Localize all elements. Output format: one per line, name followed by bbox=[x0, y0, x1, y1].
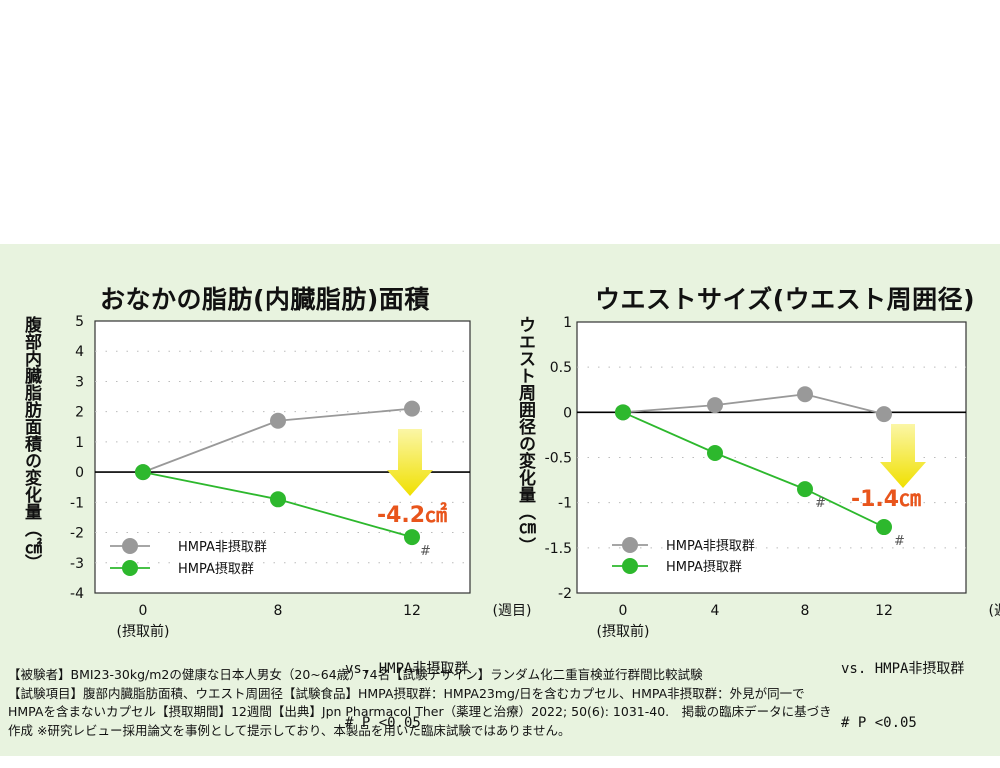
data-point bbox=[270, 491, 286, 508]
y-tick-label: -1 bbox=[558, 496, 572, 512]
y-tick-label: -1.5 bbox=[545, 541, 572, 557]
data-point bbox=[404, 400, 420, 417]
down-arrow-icon bbox=[880, 424, 926, 488]
x-tick-label: 0 bbox=[619, 603, 628, 619]
change-label: -4.2㎠ bbox=[377, 502, 447, 528]
sig-line1: vs. HMPA非摂取群 bbox=[841, 661, 965, 677]
legend-marker bbox=[122, 538, 138, 554]
chart1-ylabel: 腹部内臓脂肪面積の変化量（㎠） bbox=[21, 316, 41, 571]
significance-note-right: vs. HMPA非摂取群 # P <0.05 bbox=[841, 624, 964, 768]
down-arrow-icon bbox=[387, 429, 433, 496]
legend-marker bbox=[622, 537, 638, 553]
x-axis-label: (週目) bbox=[989, 603, 1000, 619]
legend-label: HMPA非摂取群 bbox=[666, 538, 755, 554]
chart1: 5 4 3 2 1 0 -1 -2 -3 -4 0 8 12 (摂取前) (週目) # HMPA非摂取群 HMPA… bbox=[70, 314, 531, 640]
footnote-line: 【被験者】BMI23-30kg/m2の健康な日本人男女（20~64歳）74名【試… bbox=[8, 667, 703, 682]
y-tick-label: 3 bbox=[75, 374, 84, 390]
y-tick-label: 4 bbox=[75, 344, 84, 360]
y-tick-label: -2 bbox=[558, 586, 572, 602]
x-axis-label: (週目) bbox=[493, 603, 532, 619]
data-point bbox=[707, 397, 723, 414]
x-tick-label: 4 bbox=[711, 603, 720, 619]
content-panel: おなかの脂肪(内臓脂肪)面積 腹部内臓脂肪面積の変化量（㎠） ウエストサイズ(ウ… bbox=[0, 244, 1000, 756]
significance-mark: # bbox=[815, 496, 826, 511]
sig-line2: # P <0.05 bbox=[841, 715, 917, 731]
legend-label: HMPA非摂取群 bbox=[178, 539, 267, 555]
y-tick-label: 1 bbox=[563, 315, 572, 331]
sig-line1: vs. HMPA非摂取群 bbox=[345, 661, 469, 677]
y-tick-label: 2 bbox=[75, 405, 84, 421]
data-point bbox=[404, 529, 420, 546]
data-point bbox=[270, 412, 286, 429]
footnote-line: HMPAを含まないカプセル【摂取期間】12週間【出典】Jpn Pharmacol… bbox=[8, 704, 832, 719]
sig-line2: # P <0.05 bbox=[345, 715, 421, 731]
footnote-line: 【試験項目】腹部内臓脂肪面積、ウエスト周囲径【試験食品】HMPA摂取群：HMPA… bbox=[8, 685, 805, 701]
change-label: -1.4㎝ bbox=[851, 487, 921, 512]
significance-mark: # bbox=[894, 534, 905, 549]
data-point bbox=[615, 404, 631, 421]
significance-mark: # bbox=[420, 544, 431, 559]
x-sub-label: (摂取前) bbox=[117, 623, 170, 640]
y-tick-label: -2 bbox=[70, 526, 84, 542]
legend-label: HMPA摂取群 bbox=[666, 559, 742, 575]
x-tick-label: 8 bbox=[801, 603, 810, 619]
x-sub-label: (摂取前) bbox=[597, 623, 650, 640]
series-line bbox=[622, 411, 885, 528]
y-tick-label: 1 bbox=[75, 435, 84, 451]
data-point bbox=[876, 519, 892, 536]
series-line bbox=[622, 393, 885, 416]
x-tick-label: 0 bbox=[139, 603, 148, 619]
data-point bbox=[876, 406, 892, 423]
chart2-ylabel: ウエスト周囲径の変化量（㎝） bbox=[515, 316, 535, 554]
legend-marker bbox=[122, 560, 138, 576]
x-tick-label: 8 bbox=[274, 603, 283, 619]
legend-marker bbox=[622, 558, 638, 574]
chart1-title: おなかの脂肪(内臓脂肪)面積 bbox=[100, 285, 430, 314]
x-tick-label: 12 bbox=[403, 603, 421, 619]
data-point bbox=[797, 386, 813, 403]
significance-note-left: vs. HMPA非摂取群 # P <0.05 bbox=[345, 624, 468, 768]
footnote: 【被験者】BMI23-30kg/m2の健康な日本人男女（20~64歳）74名【試… bbox=[8, 666, 993, 740]
data-point bbox=[707, 444, 723, 461]
y-tick-label: 5 bbox=[75, 314, 84, 330]
y-tick-label: -4 bbox=[70, 586, 84, 602]
chart2-title: ウエストサイズ(ウエスト周囲径) bbox=[595, 285, 976, 314]
chart2: 1 0.5 0 -0.5 -1 -1.5 -2 0 4 8 12 (摂取前) (週目) # # HMPA非摂取… bbox=[545, 315, 1000, 640]
data-point bbox=[135, 464, 151, 481]
y-tick-label: 0 bbox=[563, 405, 572, 421]
y-tick-label: 0 bbox=[75, 465, 84, 481]
y-tick-label: 0.5 bbox=[550, 360, 572, 376]
data-point bbox=[797, 481, 813, 498]
y-tick-label: -0.5 bbox=[545, 451, 572, 467]
y-tick-label: -3 bbox=[70, 556, 84, 572]
y-tick-label: -1 bbox=[70, 495, 84, 511]
legend-label: HMPA摂取群 bbox=[178, 561, 254, 577]
footnote-line: 作成 ※研究レビュー採用論文を事例として提示しており、本製品を用いた臨床試験では… bbox=[8, 722, 571, 738]
charts-svg: 5 4 3 2 1 0 -1 -2 -3 -4 0 8 12 (摂取前) (週目) # HMPA非摂取群 HMPA… bbox=[70, 314, 1000, 640]
x-tick-label: 12 bbox=[875, 603, 893, 619]
